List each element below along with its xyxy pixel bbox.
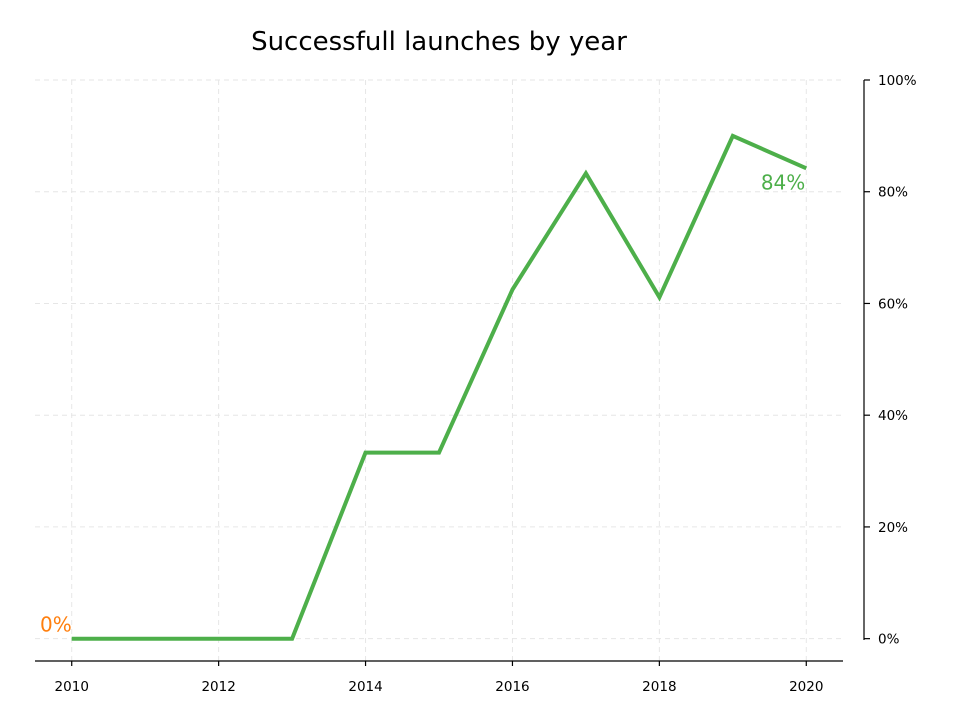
data-label: 0% xyxy=(40,613,72,637)
y-tick-label: 80% xyxy=(878,185,908,201)
y-tick-label: 100% xyxy=(878,73,917,89)
y-tick-label: 20% xyxy=(878,520,908,536)
x-tick-label: 2018 xyxy=(642,679,676,695)
x-tick-label: 2016 xyxy=(495,679,529,695)
grid xyxy=(35,79,843,661)
x-tick-label: 2012 xyxy=(201,679,235,695)
y-tick-label: 0% xyxy=(878,632,900,648)
data-label: 84% xyxy=(761,170,805,194)
y-tick-label: 40% xyxy=(878,408,908,424)
y-tick-label: 60% xyxy=(878,296,908,312)
series-layer xyxy=(71,133,808,641)
x-tick-label: 2014 xyxy=(348,679,382,695)
x-tick-label: 2020 xyxy=(789,679,823,695)
chart-title: Successfull launches by year xyxy=(251,27,627,57)
axes: 2010 2012 2014 2016 2018 2020 0% 20% 40% 60% 80% 10… xyxy=(35,73,917,695)
annotations: 0% 84% xyxy=(40,170,805,636)
x-tick-label: 2010 xyxy=(55,679,89,695)
series-line xyxy=(71,133,808,641)
